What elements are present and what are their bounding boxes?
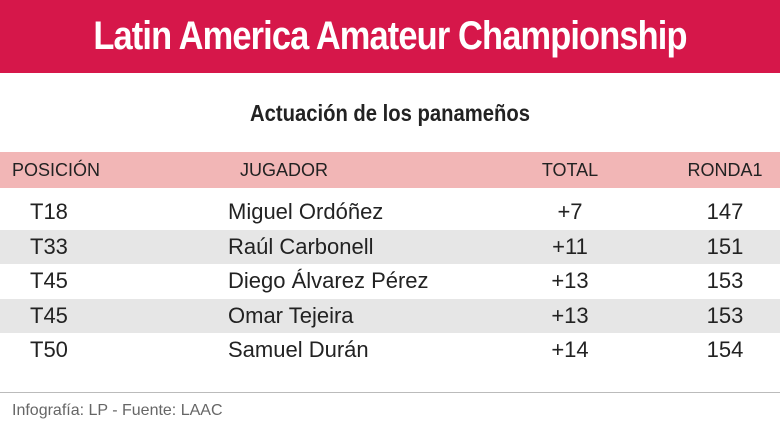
table-cell: Miguel Ordóñez <box>228 199 384 224</box>
table-cell: Raúl Carbonell <box>228 233 374 259</box>
table-header: POSICIÓN JUGADOR TOTAL RONDA1 <box>0 152 780 188</box>
source: Infografía: LP - Fuente: LAAC <box>12 402 223 419</box>
table-cell: T45 <box>30 302 68 328</box>
divider <box>0 392 780 393</box>
table-row: T45 Omar Tejeira +13 153 <box>0 298 780 333</box>
title: Latin America Amateur Championship <box>93 14 687 58</box>
column-header: POSICIÓN <box>12 160 101 180</box>
table-row: T45 Diego Álvarez Pérez +13 153 <box>0 264 780 298</box>
table-cell: +11 <box>552 233 588 259</box>
table-cell: +13 <box>551 302 589 328</box>
table-cell: Samuel Durán <box>228 337 369 362</box>
table-cell: Diego Álvarez Pérez <box>228 268 429 293</box>
table-cell: T33 <box>30 233 68 259</box>
table-cell: Omar Tejeira <box>228 302 354 328</box>
table-row: T18 Miguel Ordóñez +7 147 <box>0 195 780 229</box>
column-header: TOTAL <box>541 160 599 180</box>
table-cell: 151 <box>706 233 744 259</box>
table-cell: 153 <box>706 268 744 293</box>
header-band <box>0 0 780 73</box>
table-cell: 153 <box>706 302 744 328</box>
column-header: JUGADOR <box>240 160 329 180</box>
table-cell: +13 <box>551 268 589 293</box>
table-cell: +14 <box>551 337 589 362</box>
column-header: RONDA1 <box>687 160 763 180</box>
table-row: T50 Samuel Durán +14 154 <box>0 333 780 367</box>
subtitle: Actuación de los panameños <box>249 100 531 126</box>
table-cell: 154 <box>706 337 744 362</box>
table-cell: T50 <box>30 337 68 362</box>
table-row: T33 Raúl Carbonell +11 151 <box>0 229 780 264</box>
table-cell: T18 <box>30 199 68 224</box>
table-cell: 147 <box>706 199 744 224</box>
table-cell: +7 <box>557 199 583 224</box>
table-cell: T45 <box>30 268 68 293</box>
